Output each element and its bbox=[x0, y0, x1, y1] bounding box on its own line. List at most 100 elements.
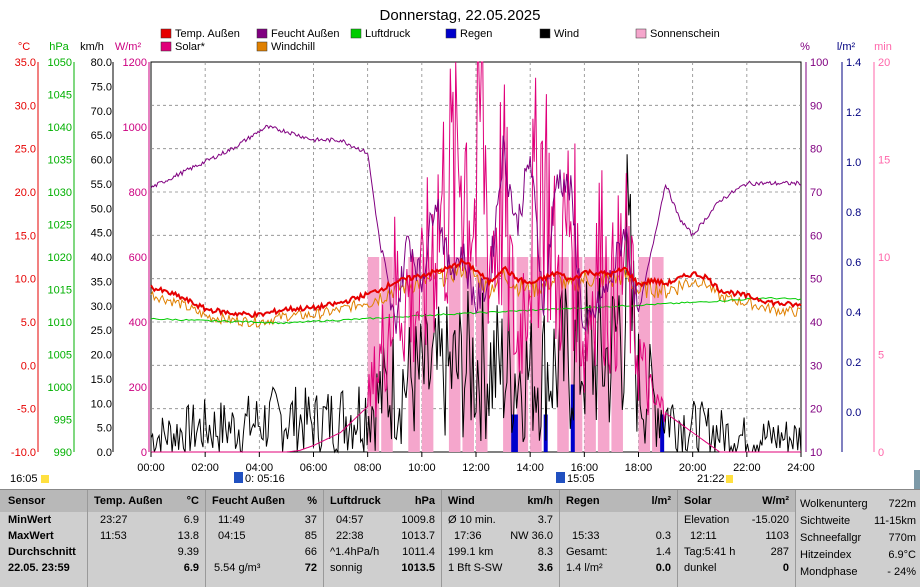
hum-max: 85 bbox=[304, 530, 317, 542]
axis-tick-label: 10.0 bbox=[15, 274, 36, 286]
unit-hpa: hPa bbox=[49, 41, 69, 53]
legend-label: Feucht Außen bbox=[271, 28, 340, 40]
sunshine-bar bbox=[652, 257, 664, 452]
legend-label: Regen bbox=[460, 28, 492, 40]
hum-min-time: 11:49 bbox=[218, 514, 245, 526]
axis-tick-label: 5.0 bbox=[97, 423, 112, 435]
unit-wm2: W/m² bbox=[115, 41, 142, 53]
axis-tick-label: 10.0 bbox=[91, 398, 112, 410]
snowline: 770m bbox=[888, 532, 916, 544]
axis-tick-label: 0 bbox=[878, 447, 884, 459]
col-extra: Wolkenunterg 722m Sichtweite 11-15km Sch… bbox=[796, 490, 920, 587]
x-tick-label: 10:00 bbox=[408, 462, 436, 474]
axis-tick-label: 400 bbox=[129, 317, 147, 329]
axis-tick-label: 5.0 bbox=[21, 317, 36, 329]
series-lines bbox=[150, 61, 802, 454]
axis-tick-label: 60 bbox=[810, 230, 822, 242]
axis-tick-label: 15.0 bbox=[15, 230, 36, 242]
axis-tick-label: 5 bbox=[878, 350, 884, 362]
axis-tick-label: 50 bbox=[810, 274, 822, 286]
axis-tick-label: 20 bbox=[878, 57, 890, 69]
heatindex-label: Hitzeindex bbox=[800, 549, 852, 561]
solar-avg: 287 bbox=[770, 546, 789, 558]
axis-tick-label: -10.0 bbox=[11, 447, 36, 459]
col-rain: Regen l/m² 15:33 0.3 Gesamt: 1.4 1.4 l/m… bbox=[560, 490, 678, 587]
rain-max: 0.3 bbox=[655, 530, 671, 542]
sunshine-bar bbox=[381, 257, 393, 452]
background-edge bbox=[914, 470, 920, 489]
temp-current: 6.9 bbox=[183, 562, 199, 574]
x-tick-label: 02:00 bbox=[191, 462, 219, 474]
press-forecast: sonnig bbox=[330, 562, 363, 574]
axis-tick-label: 10 bbox=[810, 447, 822, 459]
axis-tick-label: 1.4 bbox=[846, 57, 861, 69]
axis-tick-label: 0.4 bbox=[846, 307, 861, 319]
axis-tick-label: 25.0 bbox=[91, 325, 112, 337]
sun-icon bbox=[41, 475, 49, 483]
axis-tick-label: 35.0 bbox=[15, 57, 36, 69]
axis-tick-label: 20 bbox=[810, 404, 822, 416]
axis-tick-label: 0.6 bbox=[846, 257, 861, 269]
unit-rain-col: l/m² bbox=[651, 495, 671, 507]
temperature-line bbox=[150, 257, 802, 319]
x-tick-label: 24:00 bbox=[787, 462, 815, 474]
moon-icon bbox=[556, 472, 565, 483]
press-avg: 1011.4 bbox=[402, 546, 435, 558]
col-temp: Temp. Außen °C 23:27 6.9 11:53 13.8 9.39… bbox=[88, 490, 206, 587]
wind-day-avg: 8.3 bbox=[537, 546, 553, 558]
wind-bft: 1 Bft S-SW bbox=[448, 562, 503, 574]
axis-tick-label: 1020 bbox=[48, 252, 72, 264]
hum-min: 37 bbox=[304, 514, 317, 526]
axis-tick-label: 1.0 bbox=[846, 157, 861, 169]
axis-tick-label: 200 bbox=[129, 382, 147, 394]
legend-label: Windchill bbox=[271, 41, 315, 53]
axis-tick-label: 1040 bbox=[48, 122, 72, 134]
axis-tick-label: 1015 bbox=[48, 285, 72, 297]
press-min: 1009.8 bbox=[401, 514, 435, 526]
unit-humidity-col: % bbox=[307, 495, 317, 507]
legend-swatch bbox=[256, 41, 268, 52]
unit-pressure-col: hPa bbox=[414, 495, 435, 507]
moonphase-label: Mondphase bbox=[800, 566, 858, 578]
legend-swatch bbox=[160, 28, 172, 39]
legend-label: Temp. Außen bbox=[175, 28, 240, 40]
solar-max-time: 12:11 bbox=[690, 530, 717, 542]
axis-tick-label: 30 bbox=[810, 360, 822, 372]
axis-tick-label: 1005 bbox=[48, 350, 72, 362]
rain-bar bbox=[513, 414, 518, 452]
legend-swatch bbox=[445, 28, 457, 39]
axis-tick-label: 70 bbox=[810, 187, 822, 199]
axis-tick-label: 1200 bbox=[123, 57, 147, 69]
legend-swatch bbox=[350, 28, 362, 39]
col-wind: Wind km/h Ø 10 min. 3.7 17:36 NW 36.0 19… bbox=[442, 490, 560, 587]
legend-swatch bbox=[256, 28, 268, 39]
x-tick-label: 08:00 bbox=[354, 462, 382, 474]
col-humidity: Feucht Außen % 11:49 37 04:15 85 66 5.54… bbox=[206, 490, 324, 587]
row-max: MaxWert bbox=[8, 530, 54, 542]
header-pressure: Luftdruck bbox=[330, 495, 381, 507]
wind-run: 199.1 km bbox=[448, 546, 494, 558]
x-tick-label: 04:00 bbox=[246, 462, 274, 474]
axis-tick-label: 35.0 bbox=[91, 276, 112, 288]
rain-total-label: Gesamt: bbox=[566, 546, 608, 558]
header-wind: Wind bbox=[448, 495, 475, 507]
heatindex: 6.9°C bbox=[888, 549, 916, 561]
axis-tick-label: 0 bbox=[141, 447, 147, 459]
axis-tick-label: 100 bbox=[810, 57, 828, 69]
axis-tick-label: 80 bbox=[810, 144, 822, 156]
sun-events: 16:05 0: 05:16 15:05 21:22 bbox=[10, 472, 733, 485]
unit-lm2: l/m² bbox=[837, 41, 856, 53]
axis-tick-label: 40 bbox=[810, 317, 822, 329]
row-avg: Durchschnitt bbox=[8, 546, 76, 558]
press-current: 1013.5 bbox=[401, 562, 435, 574]
wind-max: NW 36.0 bbox=[510, 530, 553, 542]
axis-tick-label: 90 bbox=[810, 100, 822, 112]
axis-tick-label: 600 bbox=[129, 252, 147, 264]
solar-state: dunkel bbox=[684, 562, 717, 574]
axis-tick-label: 40.0 bbox=[91, 252, 112, 264]
axis-tick-label: 65.0 bbox=[91, 130, 112, 142]
axis-tick-label: 800 bbox=[129, 187, 147, 199]
axis-tick-label: 60.0 bbox=[91, 155, 112, 167]
temp-max: 13.8 bbox=[177, 530, 199, 542]
sunshine-bar bbox=[584, 257, 596, 452]
